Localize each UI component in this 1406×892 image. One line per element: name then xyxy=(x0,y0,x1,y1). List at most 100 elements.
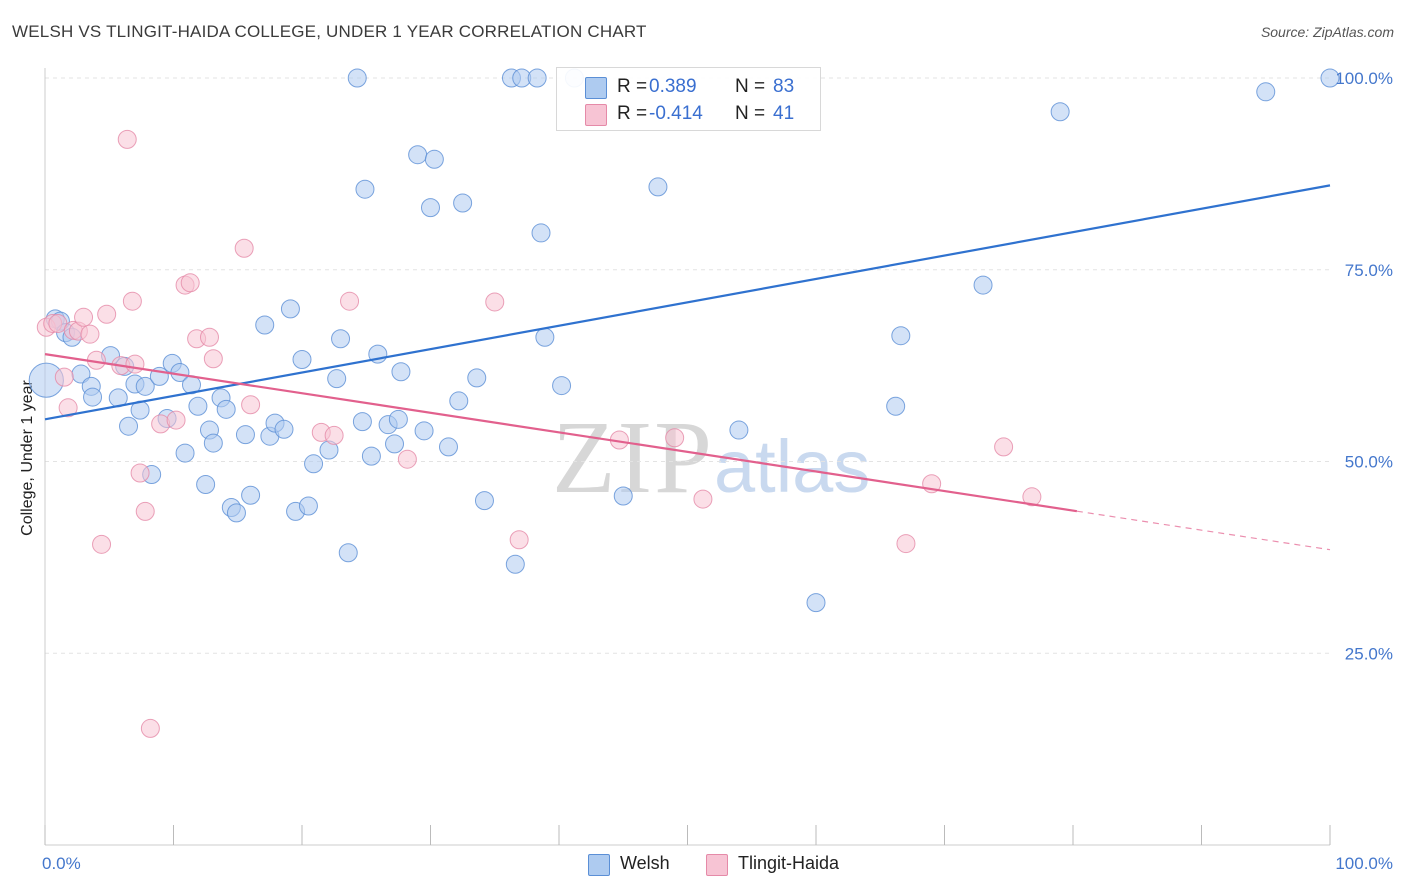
welsh-point xyxy=(414,421,434,441)
welsh-point xyxy=(292,349,312,369)
axes xyxy=(44,68,1331,846)
tlingit-point xyxy=(74,307,94,327)
tlingit-legend-swatch xyxy=(706,854,728,876)
welsh-point xyxy=(188,396,208,416)
welsh-point xyxy=(552,376,572,396)
legend-row-welsh: R = 0.389 N = 83 xyxy=(557,74,820,100)
welsh-point xyxy=(973,275,993,295)
welsh-point xyxy=(361,446,381,466)
tlingit-point xyxy=(58,398,78,418)
welsh-point xyxy=(331,329,351,349)
tlingit-point xyxy=(324,425,344,445)
tlingit-swatch xyxy=(585,104,607,126)
tlingit-point xyxy=(80,324,100,344)
tlingit-trend-line-extension xyxy=(1076,510,1331,551)
tlingit-point xyxy=(199,327,219,347)
welsh-point xyxy=(891,326,911,346)
tlingit-point xyxy=(203,349,223,369)
welsh-point xyxy=(1256,82,1276,102)
y-tick-label: 100.0% xyxy=(1335,69,1393,88)
tlingit-point xyxy=(125,354,145,374)
welsh-point xyxy=(355,179,375,199)
legend-row-tlingit: R = -0.414 N = 41 xyxy=(557,101,820,127)
trend-lines xyxy=(44,184,1331,551)
grid-lines xyxy=(45,77,1330,654)
welsh-point xyxy=(438,437,458,457)
welsh-legend-label: Welsh xyxy=(620,853,670,873)
welsh-point xyxy=(135,376,155,396)
welsh-point xyxy=(527,68,547,88)
tlingit-trend-line xyxy=(44,353,1078,513)
welsh-n-label: N = xyxy=(735,76,766,97)
x-tick-label-min: 0.0% xyxy=(42,854,81,873)
tlingit-point xyxy=(180,273,200,293)
welsh-point xyxy=(535,327,555,347)
welsh-point xyxy=(175,443,195,463)
welsh-point xyxy=(391,362,411,382)
welsh-point xyxy=(196,475,216,495)
welsh-point xyxy=(255,315,275,335)
welsh-point xyxy=(235,425,255,445)
tlingit-point xyxy=(994,437,1014,457)
correlation-legend: R = 0.389 N = 83 R = -0.414 N = 41 xyxy=(556,67,821,131)
welsh-point xyxy=(338,543,358,563)
welsh-point xyxy=(421,198,440,218)
tlingit-legend-label: Tlingit-Haida xyxy=(738,853,840,873)
welsh-point xyxy=(424,149,444,169)
tlingit-r-label: R = xyxy=(617,103,648,124)
tlingit-point xyxy=(140,718,160,738)
y-tick-label: 25.0% xyxy=(1345,644,1393,663)
series-legend: Welsh Tlingit-Haida xyxy=(0,852,1406,878)
tlingit-points xyxy=(36,129,1042,738)
welsh-point xyxy=(241,485,261,505)
welsh-r-label: R = xyxy=(617,76,648,97)
tlingit-point xyxy=(485,292,505,312)
tlingit-point xyxy=(340,291,360,311)
welsh-point xyxy=(226,503,246,523)
x-tick-label-max: 100.0% xyxy=(1335,854,1393,873)
tlingit-point xyxy=(397,449,417,469)
tlingit-point xyxy=(135,501,155,521)
y-tick-label: 75.0% xyxy=(1345,261,1393,280)
welsh-point xyxy=(806,593,826,613)
tlingit-n-label: N = xyxy=(735,103,766,124)
tlingit-point xyxy=(92,534,112,554)
tlingit-point xyxy=(1022,487,1042,507)
welsh-legend-swatch xyxy=(588,854,610,876)
welsh-point xyxy=(119,416,139,436)
tlingit-point xyxy=(693,489,713,509)
tlingit-point xyxy=(117,129,137,149)
welsh-point xyxy=(385,434,405,454)
welsh-point xyxy=(298,496,318,516)
welsh-point xyxy=(1320,68,1340,88)
welsh-point xyxy=(453,193,473,213)
tlingit-point xyxy=(241,395,261,415)
welsh-point xyxy=(280,299,300,319)
welsh-swatch xyxy=(585,77,607,99)
welsh-n-value: 83 xyxy=(773,76,795,97)
tlingit-r-value: -0.414 xyxy=(649,103,703,124)
welsh-point xyxy=(613,486,633,506)
welsh-point xyxy=(203,433,223,453)
tick-labels: 25.0% 50.0% 75.0% 100.0% 0.0% 100.0% xyxy=(42,69,1393,873)
welsh-point xyxy=(388,409,408,429)
tlingit-point xyxy=(509,530,529,550)
welsh-point xyxy=(474,491,494,511)
welsh-point xyxy=(505,554,525,574)
welsh-point xyxy=(408,145,428,165)
y-tick-label: 50.0% xyxy=(1345,453,1393,472)
welsh-point xyxy=(304,454,324,474)
welsh-point xyxy=(1050,102,1070,122)
source-credit: Source: ZipAtlas.com xyxy=(1260,24,1394,40)
welsh-r-value: 0.389 xyxy=(649,76,697,97)
welsh-point xyxy=(327,369,347,389)
welsh-point xyxy=(352,412,372,432)
welsh-point xyxy=(531,223,551,243)
tlingit-point xyxy=(896,534,916,554)
welsh-point xyxy=(274,419,294,439)
tlingit-point xyxy=(97,304,117,324)
tlingit-point xyxy=(166,410,186,430)
welsh-point xyxy=(449,391,469,411)
welsh-point xyxy=(347,68,367,88)
